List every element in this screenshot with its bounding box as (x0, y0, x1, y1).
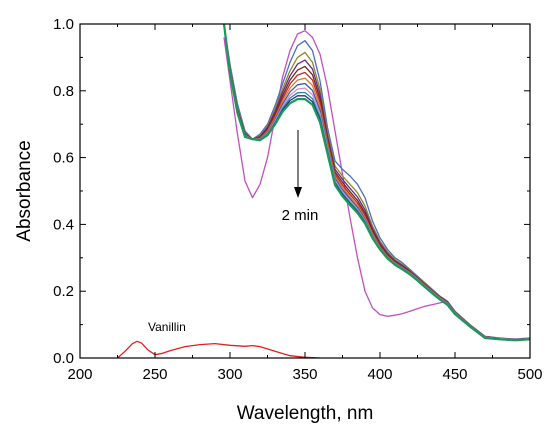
ticks-layer: 200 250 300 350 400 450 500 0.0 0.2 0.4 0.6 0.8 1.0 (53, 16, 542, 383)
vanillin-label: Vanillin (148, 320, 186, 334)
plot-frame (79, 23, 531, 359)
series-line-1 (223, 30, 448, 317)
x-tick-label: 300 (217, 366, 242, 383)
series-line-9 (223, 24, 530, 341)
x-tick-label: 500 (517, 366, 542, 383)
x-tick-label: 350 (292, 366, 317, 383)
series-line-12 (222, 24, 530, 342)
series-line-2 (223, 24, 530, 340)
x-axis-title: Wavelength, nm (237, 403, 374, 424)
series-layer (117, 24, 530, 358)
series-line-11 (223, 24, 530, 341)
time-label: 2 min (282, 207, 319, 224)
x-tick-label: 250 (142, 366, 167, 383)
y-axis-title: Absorbance (14, 140, 35, 241)
series-line-8 (223, 24, 530, 341)
series-line-10 (223, 24, 530, 341)
series-line-3 (223, 24, 530, 340)
x-tick-label: 200 (67, 366, 92, 383)
time-arrow-head (294, 187, 302, 198)
y-tick-label: 0.6 (53, 150, 74, 167)
series-line-13 (117, 340, 321, 358)
series-line-7 (223, 24, 530, 341)
x-tick-label: 400 (367, 366, 392, 383)
series-line-5 (223, 24, 530, 341)
series-line-4 (223, 24, 530, 340)
y-tick-label: 1.0 (53, 16, 74, 33)
y-tick-label: 0.4 (53, 216, 74, 233)
y-tick-label: 0.8 (53, 83, 74, 100)
y-tick-label: 0.0 (53, 350, 74, 367)
series-line-6 (223, 24, 530, 341)
x-tick-label: 450 (442, 366, 467, 383)
y-tick-label: 0.2 (53, 283, 74, 300)
